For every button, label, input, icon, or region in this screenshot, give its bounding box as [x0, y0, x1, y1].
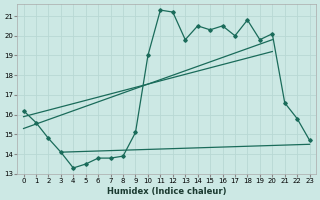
X-axis label: Humidex (Indice chaleur): Humidex (Indice chaleur)	[107, 187, 226, 196]
